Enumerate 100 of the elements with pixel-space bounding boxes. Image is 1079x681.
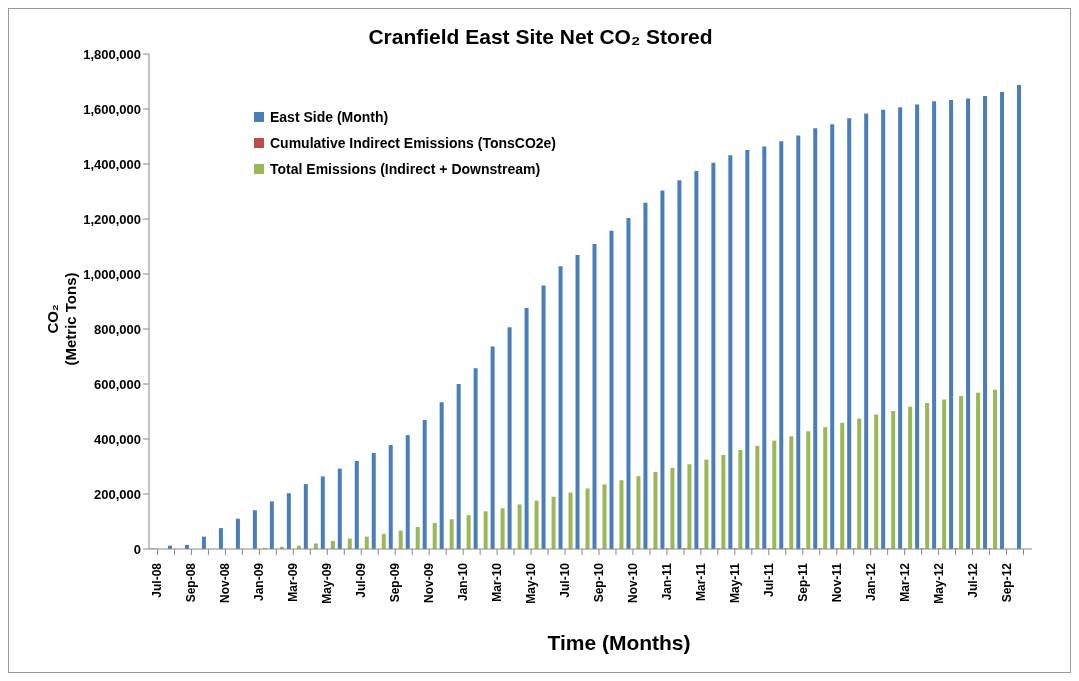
x-tick-label: Jan-09 — [252, 562, 267, 602]
bar — [500, 508, 505, 549]
bar — [796, 135, 801, 549]
bar — [320, 476, 325, 549]
x-tick-label: Mar-10 — [490, 562, 505, 602]
legend-label: East Side (Month) — [270, 109, 389, 125]
bar — [558, 266, 563, 549]
bar — [993, 389, 998, 549]
x-tick-label: Mar-11 — [693, 562, 708, 602]
bar — [823, 427, 828, 549]
bar — [874, 414, 879, 549]
y-tick-label: 400,000 — [94, 431, 141, 447]
bar — [711, 162, 716, 549]
bar — [568, 492, 573, 549]
bar — [636, 476, 641, 549]
bar — [976, 392, 981, 549]
bar — [619, 480, 624, 549]
x-tick-label: May-10 — [524, 562, 539, 604]
legend-label: Total Emissions (Indirect + Downstream) — [270, 161, 541, 177]
bar — [762, 146, 767, 549]
bar — [881, 109, 886, 549]
bar — [643, 202, 648, 549]
y-tick-label: 1,000,000 — [83, 266, 141, 282]
y-axis-title: CO₂ (Metric Tons) — [44, 272, 80, 366]
x-tick-label: Jul-10 — [558, 562, 573, 598]
x-axis-title: Time (Months) — [546, 631, 692, 655]
bar — [439, 402, 444, 549]
x-tick-label: Sep-12 — [999, 562, 1014, 603]
bar — [932, 101, 937, 549]
bar — [653, 472, 658, 549]
bar — [1017, 85, 1022, 549]
y-tick-label: 200,000 — [94, 486, 141, 502]
y-tick-label: 1,600,000 — [83, 101, 141, 117]
bar — [983, 96, 988, 549]
bar — [857, 418, 862, 549]
bar — [670, 467, 675, 549]
bar — [422, 420, 427, 549]
bar — [517, 504, 522, 549]
bar — [432, 522, 437, 549]
bar — [337, 468, 342, 549]
bar — [959, 396, 964, 549]
bar — [891, 410, 896, 549]
bar — [388, 445, 393, 549]
x-tick-label: Nov-09 — [422, 562, 437, 604]
y-tick-label: 0 — [133, 541, 141, 557]
x-tick-label: Nov-08 — [218, 562, 233, 604]
bar — [779, 141, 784, 549]
bar — [898, 107, 903, 549]
y-tick-label: 800,000 — [94, 321, 141, 337]
bar — [592, 244, 597, 549]
bar — [840, 422, 845, 549]
bar — [490, 346, 495, 549]
y-tick-label: 1,200,000 — [83, 211, 141, 227]
bar — [1000, 91, 1005, 549]
bar — [660, 190, 665, 549]
x-tick-label: Mar-12 — [897, 562, 912, 602]
bar — [456, 384, 461, 549]
x-tick-label: Jul-12 — [965, 562, 980, 598]
bar — [738, 450, 743, 549]
bar — [252, 510, 257, 549]
x-tick-label: Sep-09 — [388, 562, 403, 603]
bar — [942, 399, 947, 549]
bar — [235, 518, 240, 549]
bar — [830, 124, 835, 549]
bar — [966, 98, 971, 549]
bar — [218, 528, 223, 549]
bar — [602, 484, 607, 549]
bar — [483, 511, 488, 549]
bar — [728, 155, 733, 549]
x-tick-label: May-11 — [727, 562, 742, 604]
bar — [405, 435, 410, 549]
x-tick-label: Jan-10 — [456, 562, 471, 602]
y-tick-label: 1,400,000 — [83, 156, 141, 172]
x-tick-label: Mar-09 — [286, 562, 301, 602]
bar — [864, 113, 869, 549]
bar — [755, 445, 760, 549]
bar — [626, 217, 631, 549]
bar — [354, 461, 359, 549]
bar — [398, 530, 403, 549]
bar — [694, 170, 699, 549]
x-tick-label: May-12 — [931, 562, 946, 604]
bar — [551, 496, 556, 549]
bar — [269, 501, 274, 549]
x-tick-label: Jan-12 — [863, 562, 878, 602]
bar — [415, 527, 420, 549]
bar — [908, 406, 913, 549]
bar — [473, 368, 478, 549]
bar — [524, 308, 529, 549]
bar — [813, 128, 818, 549]
bar — [789, 436, 794, 549]
x-tick-label: Sep-10 — [591, 562, 606, 603]
bar — [507, 327, 512, 549]
bar — [949, 99, 954, 549]
bar — [449, 519, 454, 549]
y-tick-label: 1,800,000 — [83, 46, 141, 62]
bar — [925, 402, 930, 549]
bar — [466, 515, 471, 549]
x-tick-label: Jul-11 — [761, 562, 776, 598]
bar — [575, 255, 580, 549]
bar — [772, 440, 777, 549]
